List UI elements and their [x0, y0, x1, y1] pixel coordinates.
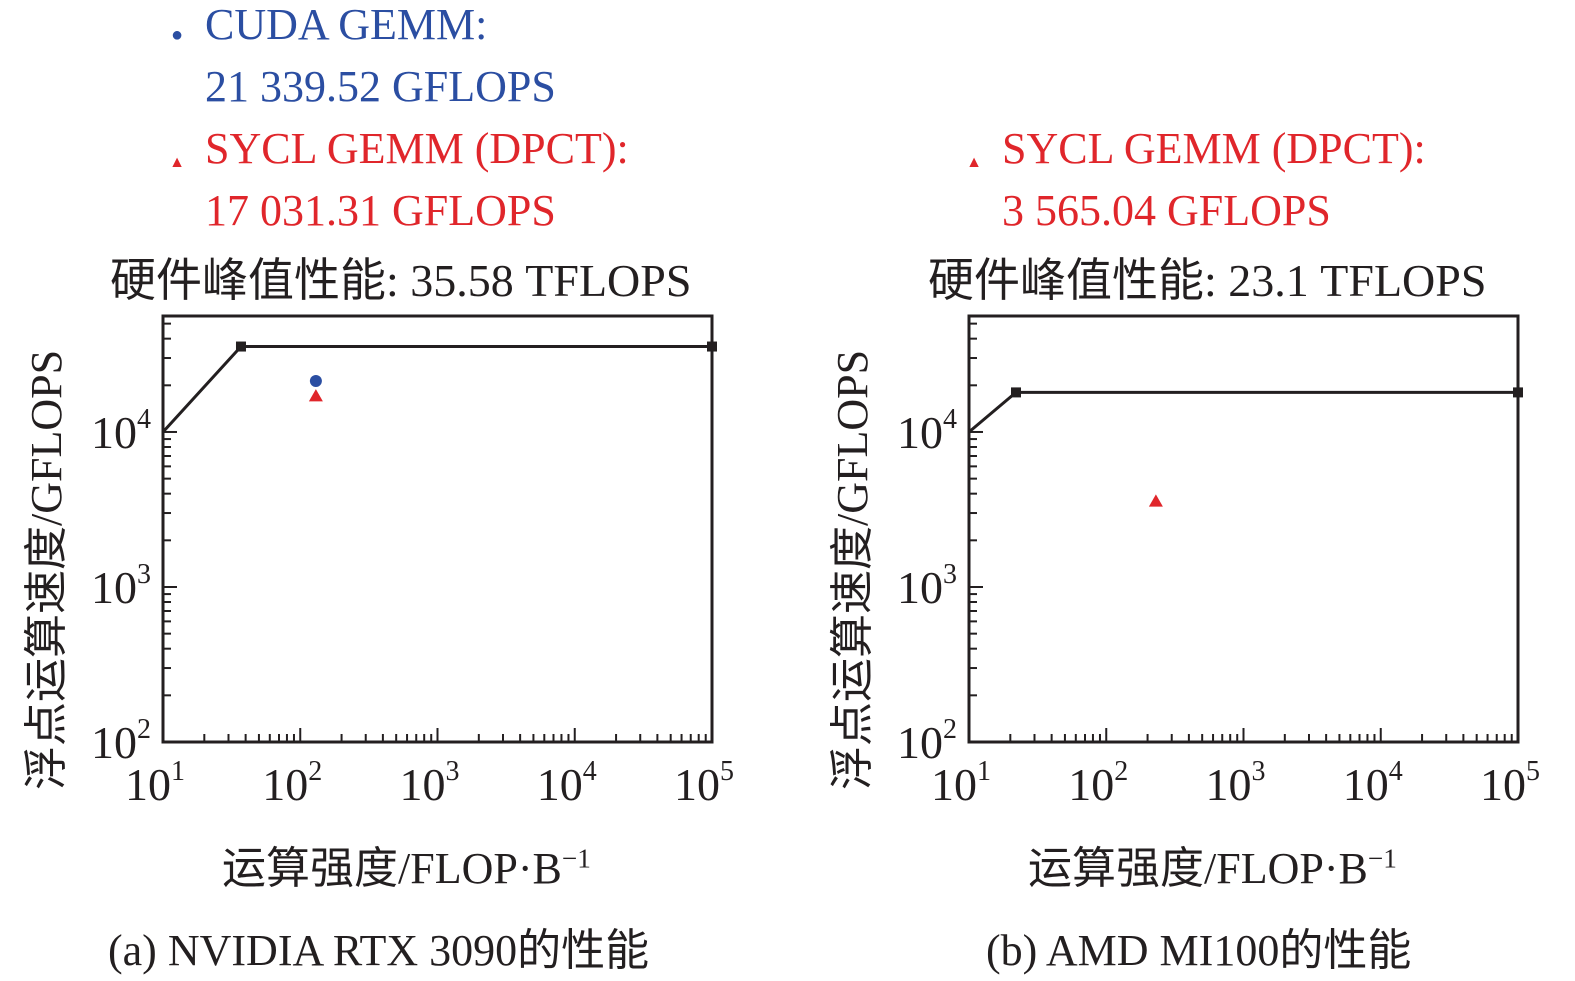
roofline-series [968, 390, 1518, 434]
plot-frame [967, 314, 1520, 744]
x-tick-label: 101 [931, 756, 991, 810]
roofline-vertex [1513, 387, 1523, 398]
circle-marker-icon: ● [170, 24, 184, 46]
peak-performance-label: 硬件峰值性能: 23.1 TFLOPS [928, 255, 1487, 306]
legend-entry-sycl: ▲ SYCL GEMM (DPCT): [966, 118, 1426, 180]
x-axis-label-text: 运算强度/FLOP·B [1028, 844, 1368, 893]
y-tick-label: 102 [897, 714, 957, 768]
data-point-triangle [1148, 494, 1163, 507]
legend-value-sycl: 3 565.04 GFLOPS [1002, 180, 1426, 242]
figure-caption: (a) NVIDIA RTX 3090的性能 [108, 926, 650, 975]
x-tick-label: 102 [1068, 756, 1128, 810]
legend-label: SYCL GEMM (DPCT): [1002, 124, 1426, 173]
triangle-marker-icon: ▲ [169, 154, 185, 171]
legend-value: 17 031.31 GFLOPS [205, 186, 556, 235]
data-point-triangle [308, 389, 323, 402]
x-axis-label: 运算强度/FLOP·B−1 [1028, 832, 1397, 896]
y-tick-label: 103 [897, 559, 957, 613]
legend-b: ▲ SYCL GEMM (DPCT): 3 565.04 GFLOPS [966, 118, 1426, 242]
x-tick-label: 105 [674, 756, 734, 810]
roofline-series [161, 345, 712, 434]
x-axis-label-exponent: −1 [561, 843, 591, 874]
data-point-circle [309, 374, 322, 387]
legend-entry-cuda: ● CUDA GEMM: [171, 0, 629, 56]
x-tick-label: 104 [1343, 756, 1403, 810]
roofline-vertex [707, 341, 717, 352]
legend-label: CUDA GEMM: [205, 0, 488, 49]
peak-performance-label: 硬件峰值性能: 35.58 TFLOPS [110, 255, 692, 306]
x-tick-label: 104 [537, 756, 597, 810]
x-axis-label: 运算强度/FLOP·B−1 [222, 832, 591, 896]
roofline-vertex [235, 341, 246, 352]
x-tick-label: 105 [1480, 756, 1540, 810]
legend-value: 21 339.52 GFLOPS [205, 62, 556, 111]
legend-value: 3 565.04 GFLOPS [1002, 186, 1331, 235]
legend-entry-sycl: ▲ SYCL GEMM (DPCT): [169, 118, 629, 180]
triangle-marker-icon: ▲ [966, 154, 982, 171]
legend-a: ● CUDA GEMM: 21 339.52 GFLOPS ▲ SYCL GEM… [169, 0, 629, 242]
y-tick-label: 104 [91, 404, 151, 458]
roofline-vertex [1010, 387, 1021, 398]
plot-frame [161, 314, 714, 744]
figure-caption: (b) AMD MI100的性能 [986, 926, 1412, 975]
x-tick-label: 102 [262, 756, 322, 810]
y-tick-label: 103 [91, 559, 151, 613]
chart-panel-a: ● CUDA GEMM: 21 339.52 GFLOPS ▲ SYCL GEM… [0, 0, 787, 981]
x-tick-label: 103 [1206, 756, 1266, 810]
legend-value-sycl: 17 031.31 GFLOPS [205, 180, 629, 242]
x-tick-label: 103 [400, 756, 460, 810]
chart-panel-b: ▲ SYCL GEMM (DPCT): 3 565.04 GFLOPS 硬件峰值… [806, 0, 1575, 981]
legend-label: SYCL GEMM (DPCT): [205, 124, 629, 173]
y-tick-label: 102 [91, 714, 151, 768]
x-axis-label-exponent: −1 [1367, 843, 1397, 874]
y-tick-label: 104 [897, 404, 957, 458]
x-tick-label: 101 [125, 756, 185, 810]
x-axis-label-text: 运算强度/FLOP·B [222, 844, 562, 893]
legend-value-cuda: 21 339.52 GFLOPS [205, 56, 629, 118]
